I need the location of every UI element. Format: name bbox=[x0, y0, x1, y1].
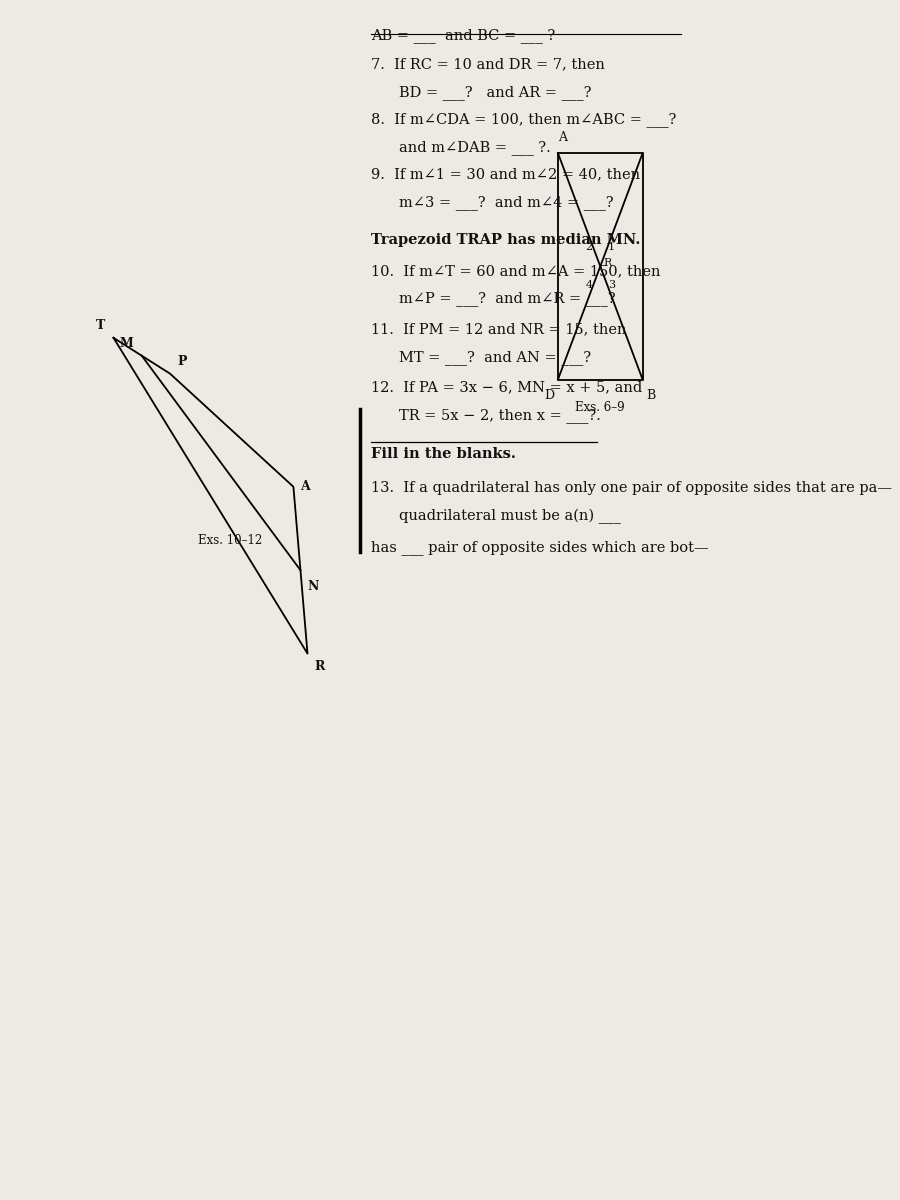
Text: 13.  If a quadrilateral has only one pair of opposite sides that are pa—: 13. If a quadrilateral has only one pair… bbox=[371, 481, 892, 494]
Text: Exs. 6–9: Exs. 6–9 bbox=[575, 401, 626, 414]
Text: Exs. 10–12: Exs. 10–12 bbox=[198, 534, 262, 547]
Text: D: D bbox=[544, 389, 554, 402]
Text: 8.  If m∠CDA = 100, then m∠ABC = ___?: 8. If m∠CDA = 100, then m∠ABC = ___? bbox=[371, 113, 677, 127]
Text: 10.  If m∠T = 60 and m∠A = 150, then: 10. If m∠T = 60 and m∠A = 150, then bbox=[371, 264, 661, 278]
Text: MT = ___?  and AN = ___?: MT = ___? and AN = ___? bbox=[400, 349, 591, 365]
Text: 9.  If m∠1 = 30 and m∠2 = 40, then: 9. If m∠1 = 30 and m∠2 = 40, then bbox=[371, 168, 640, 181]
Text: 12.  If PA = 3x − 6, MN = x + 5, and: 12. If PA = 3x − 6, MN = x + 5, and bbox=[371, 380, 643, 395]
Text: AB = ___  and BC = ___ ?: AB = ___ and BC = ___ ? bbox=[371, 28, 555, 43]
Text: A: A bbox=[558, 131, 567, 144]
Text: and m∠DAB = ___ ?.: and m∠DAB = ___ ?. bbox=[400, 140, 551, 155]
Text: 11.  If PM = 12 and NR = 15, then: 11. If PM = 12 and NR = 15, then bbox=[371, 323, 626, 336]
Text: M: M bbox=[120, 337, 133, 349]
Text: T: T bbox=[95, 319, 105, 332]
Text: Fill in the blanks.: Fill in the blanks. bbox=[371, 448, 516, 462]
Text: TR = 5x − 2, then x = ___?.: TR = 5x − 2, then x = ___?. bbox=[400, 408, 601, 424]
Text: P: P bbox=[177, 355, 186, 367]
Text: 7.  If RC = 10 and DR = 7, then: 7. If RC = 10 and DR = 7, then bbox=[371, 58, 605, 72]
Text: m∠P = ___?  and m∠R = ___?: m∠P = ___? and m∠R = ___? bbox=[400, 292, 616, 306]
Text: 1: 1 bbox=[608, 242, 615, 252]
Text: R: R bbox=[604, 258, 612, 268]
Text: BD = ___?   and AR = ___?: BD = ___? and AR = ___? bbox=[400, 85, 591, 100]
Text: N: N bbox=[308, 580, 319, 593]
Text: quadrilateral must be a(n) ___: quadrilateral must be a(n) ___ bbox=[400, 509, 621, 523]
Text: R: R bbox=[315, 660, 325, 672]
Text: B: B bbox=[646, 389, 655, 402]
Text: m∠3 = ___?  and m∠4 = ___?: m∠3 = ___? and m∠4 = ___? bbox=[400, 194, 614, 210]
Text: has ___ pair of opposite sides which are bot—: has ___ pair of opposite sides which are… bbox=[371, 540, 708, 556]
Text: 2: 2 bbox=[585, 242, 592, 252]
Text: 3: 3 bbox=[608, 281, 615, 290]
Text: Trapezoid TRAP has median MN.: Trapezoid TRAP has median MN. bbox=[371, 233, 641, 247]
Text: 4: 4 bbox=[585, 281, 592, 290]
Text: A: A bbox=[301, 480, 310, 493]
